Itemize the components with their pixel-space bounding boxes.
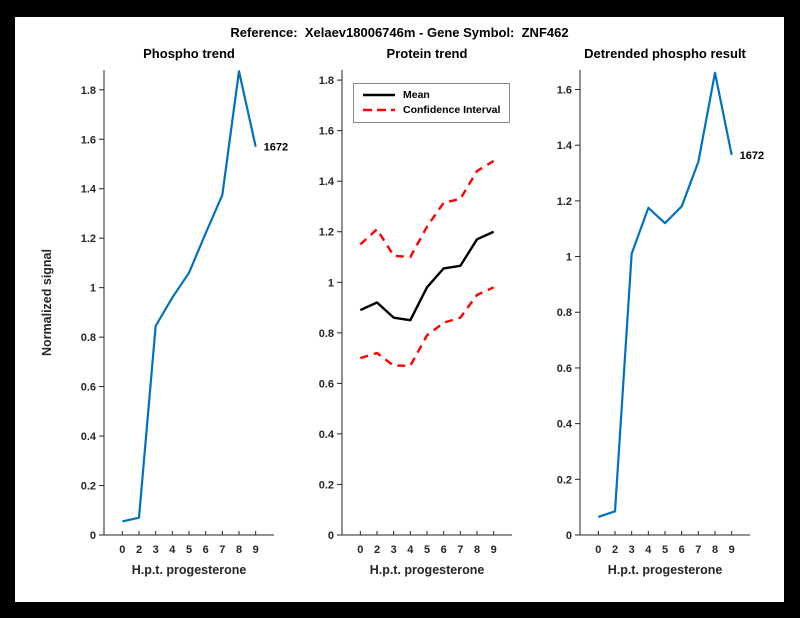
phospho-trend-chart: 00.20.40.60.811.21.41.61.80 2 3 4 5 6 7 8 9H.p.t… xyxy=(40,70,288,577)
x-tick-label: 0 xyxy=(595,544,601,556)
series-confidence-lower xyxy=(359,286,495,367)
x-tick-label: 5 xyxy=(662,544,668,556)
x-tick-label: 0 xyxy=(119,544,125,556)
subplot-detrended-phospho: Detrended phospho result 0 0.2 0.4 0.6 0.8 1 1… xyxy=(535,44,767,587)
x-tick-label: 8 xyxy=(236,544,242,556)
y-tick-label: 1 xyxy=(566,252,572,264)
y-tick-label: 1.6 xyxy=(319,126,334,138)
x-tick-label: 5 xyxy=(186,544,192,556)
x-axis-label: H.p.t. progesterone xyxy=(370,563,485,577)
x-tick-label: 6 xyxy=(441,544,447,556)
x-tick-label: 7 xyxy=(219,544,225,556)
plots-row: Phospho trend 0 0.2 0.4 0.6 0.8 1 1.2 1.4 1.6 1.8… xyxy=(15,44,784,587)
y-tick-label: 0.2 xyxy=(557,474,572,486)
y-tick-label: 1.6 xyxy=(81,134,96,146)
subplot-phospho-trend: Phospho trend 0 0.2 0.4 0.6 0.8 1 1.2 1.4 1.6 1.8… xyxy=(29,44,291,587)
y-tick-label: 1 xyxy=(90,283,96,295)
y-tick-label: 1.4 xyxy=(81,184,97,196)
legend-entry: Mean xyxy=(363,89,500,101)
legend-entry: Confidence Interval xyxy=(363,104,500,116)
x-tick-label: 8 xyxy=(474,544,480,556)
x-tick-label: 7 xyxy=(695,544,701,556)
legend-label: Confidence Interval xyxy=(403,104,501,116)
x-tick-label: 5 xyxy=(424,544,430,556)
x-tick-label: 4 xyxy=(407,544,414,556)
x-axis-label: H.p.t. progesterone xyxy=(132,563,247,577)
y-tick-label: 0.8 xyxy=(81,332,96,344)
y-tick-label: 0.6 xyxy=(319,378,334,390)
figure-page: Reference: Xelaev18006746m - Gene Symbol… xyxy=(15,17,784,602)
subplot-protein-trend: Protein trend 0 0.2 0.4 0.6 0.8 1 1.2 1.4 1.6 1.8… xyxy=(297,44,529,587)
y-tick-label: 1.8 xyxy=(81,85,96,97)
figure-title: Reference: Xelaev18006746m - Gene Symbol… xyxy=(230,25,569,40)
y-tick-label: 0.4 xyxy=(557,419,573,431)
y-tick-label: 0.2 xyxy=(81,481,96,493)
y-tick-label: 1.4 xyxy=(319,176,335,188)
x-tick-label: 9 xyxy=(253,544,259,556)
x-tick-label: 4 xyxy=(169,544,176,556)
y-axis-label: Normalized signal xyxy=(40,249,54,356)
x-tick-label: 3 xyxy=(629,544,635,556)
series-confidence-upper xyxy=(359,159,495,259)
x-axis-label: H.p.t. progesterone xyxy=(608,563,723,577)
y-tick-label: 0 xyxy=(90,530,96,542)
detrended-phospho-chart: 00.20.40.60.811.21.41.60 2 3 4 5 6 7 8 9H.p.t. p… xyxy=(557,70,764,577)
x-tick-label: 3 xyxy=(153,544,159,556)
y-tick-label: 1.4 xyxy=(557,140,573,152)
y-tick-label: 0 xyxy=(328,530,334,542)
y-tick-label: 0.8 xyxy=(319,328,334,340)
subplot-title: Phospho trend xyxy=(143,46,235,61)
x-tick-label: 2 xyxy=(612,544,618,556)
legend-line-sample xyxy=(363,108,395,112)
series-mean xyxy=(359,230,495,322)
x-tick-label: 7 xyxy=(457,544,463,556)
x-tick-label: 3 xyxy=(391,544,397,556)
y-tick-label: 0.6 xyxy=(557,363,572,375)
legend: Mean Confidence Interval xyxy=(353,83,511,123)
y-tick-label: 0.6 xyxy=(81,382,96,394)
x-tick-label: 2 xyxy=(136,544,142,556)
x-tick-label: 4 xyxy=(645,544,652,556)
x-tick-label: 9 xyxy=(729,544,735,556)
series-phospho-signal xyxy=(122,70,257,523)
x-tick-label: 6 xyxy=(679,544,685,556)
y-tick-label: 1.8 xyxy=(319,75,334,87)
legend-label: Mean xyxy=(403,89,430,101)
x-tick-label: 9 xyxy=(491,544,497,556)
y-tick-label: 1.6 xyxy=(557,84,572,96)
series-detrended-phospho xyxy=(597,71,733,518)
y-tick-label: 1.2 xyxy=(81,233,96,245)
peptide-id-label: 1672 xyxy=(740,150,764,162)
y-tick-label: 0.4 xyxy=(319,429,335,441)
y-tick-label: 0.2 xyxy=(319,479,334,491)
peptide-id-label: 1672 xyxy=(264,142,288,154)
y-tick-label: 1.2 xyxy=(557,196,572,208)
x-tick-label: 2 xyxy=(374,544,380,556)
subplot-title: Detrended phospho result xyxy=(584,46,746,61)
y-tick-label: 0.8 xyxy=(557,307,572,319)
x-tick-label: 0 xyxy=(357,544,363,556)
subplot-title: Protein trend xyxy=(386,46,468,61)
y-tick-label: 1.2 xyxy=(319,227,334,239)
legend-line-sample xyxy=(363,93,395,97)
protein-trend-chart: 00.20.40.60.811.21.41.61.80 2 3 4 5 6 7 8 9H.p.t… xyxy=(319,70,512,577)
y-tick-label: 1 xyxy=(328,277,334,289)
y-tick-label: 0.4 xyxy=(81,431,97,443)
x-tick-label: 8 xyxy=(712,544,718,556)
y-tick-label: 0 xyxy=(566,530,572,542)
x-tick-label: 6 xyxy=(203,544,209,556)
